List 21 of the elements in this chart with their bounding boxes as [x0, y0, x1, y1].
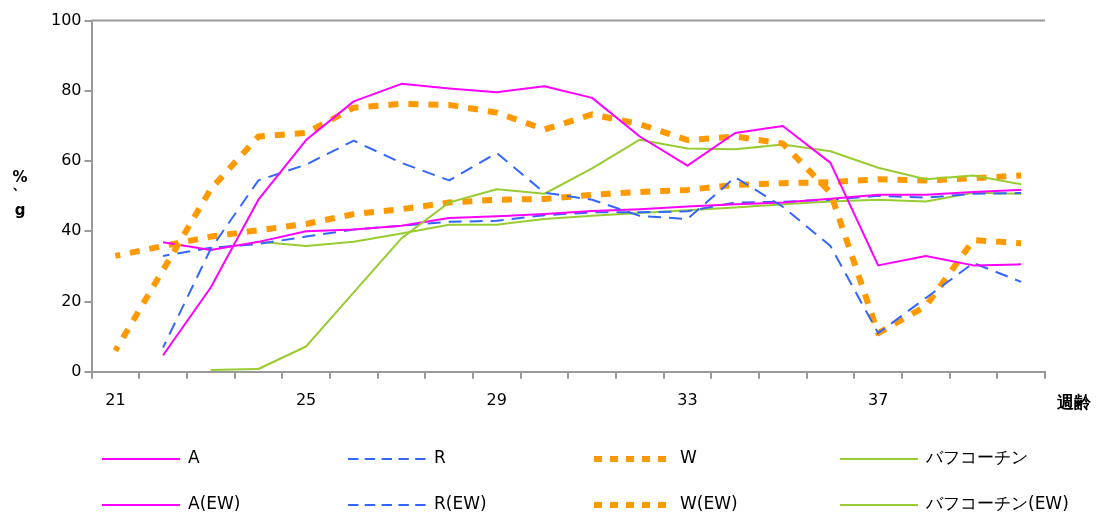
legend-label: W(EW) — [680, 493, 738, 514]
y-tick-label: 80 — [61, 80, 82, 99]
x-tick-label: 21 — [105, 389, 126, 409]
y-tick-label: 0 — [71, 360, 82, 380]
legend-label: A(EW) — [188, 493, 241, 514]
y-axis-title: %、g — [10, 168, 29, 219]
y-tick-label: 20 — [61, 290, 82, 310]
y-tick-label: 60 — [61, 150, 82, 170]
legend-label: A — [188, 447, 200, 468]
x-tick-label: 29 — [486, 389, 507, 409]
legend-label: バフコーチン — [925, 447, 1028, 468]
y-tick-label: 40 — [61, 220, 82, 240]
legend-label: W — [680, 447, 697, 468]
x-tick-label: 33 — [677, 389, 698, 409]
legend-label: バフコーチン(EW) — [925, 493, 1069, 514]
legend-label: R(EW) — [434, 493, 487, 514]
x-axis-title: 週齢 — [1056, 392, 1092, 413]
legend-label: R — [434, 447, 446, 468]
x-tick-label: 25 — [295, 389, 317, 409]
y-tick-label: 100 — [50, 9, 82, 29]
x-tick-label: 37 — [867, 389, 889, 409]
